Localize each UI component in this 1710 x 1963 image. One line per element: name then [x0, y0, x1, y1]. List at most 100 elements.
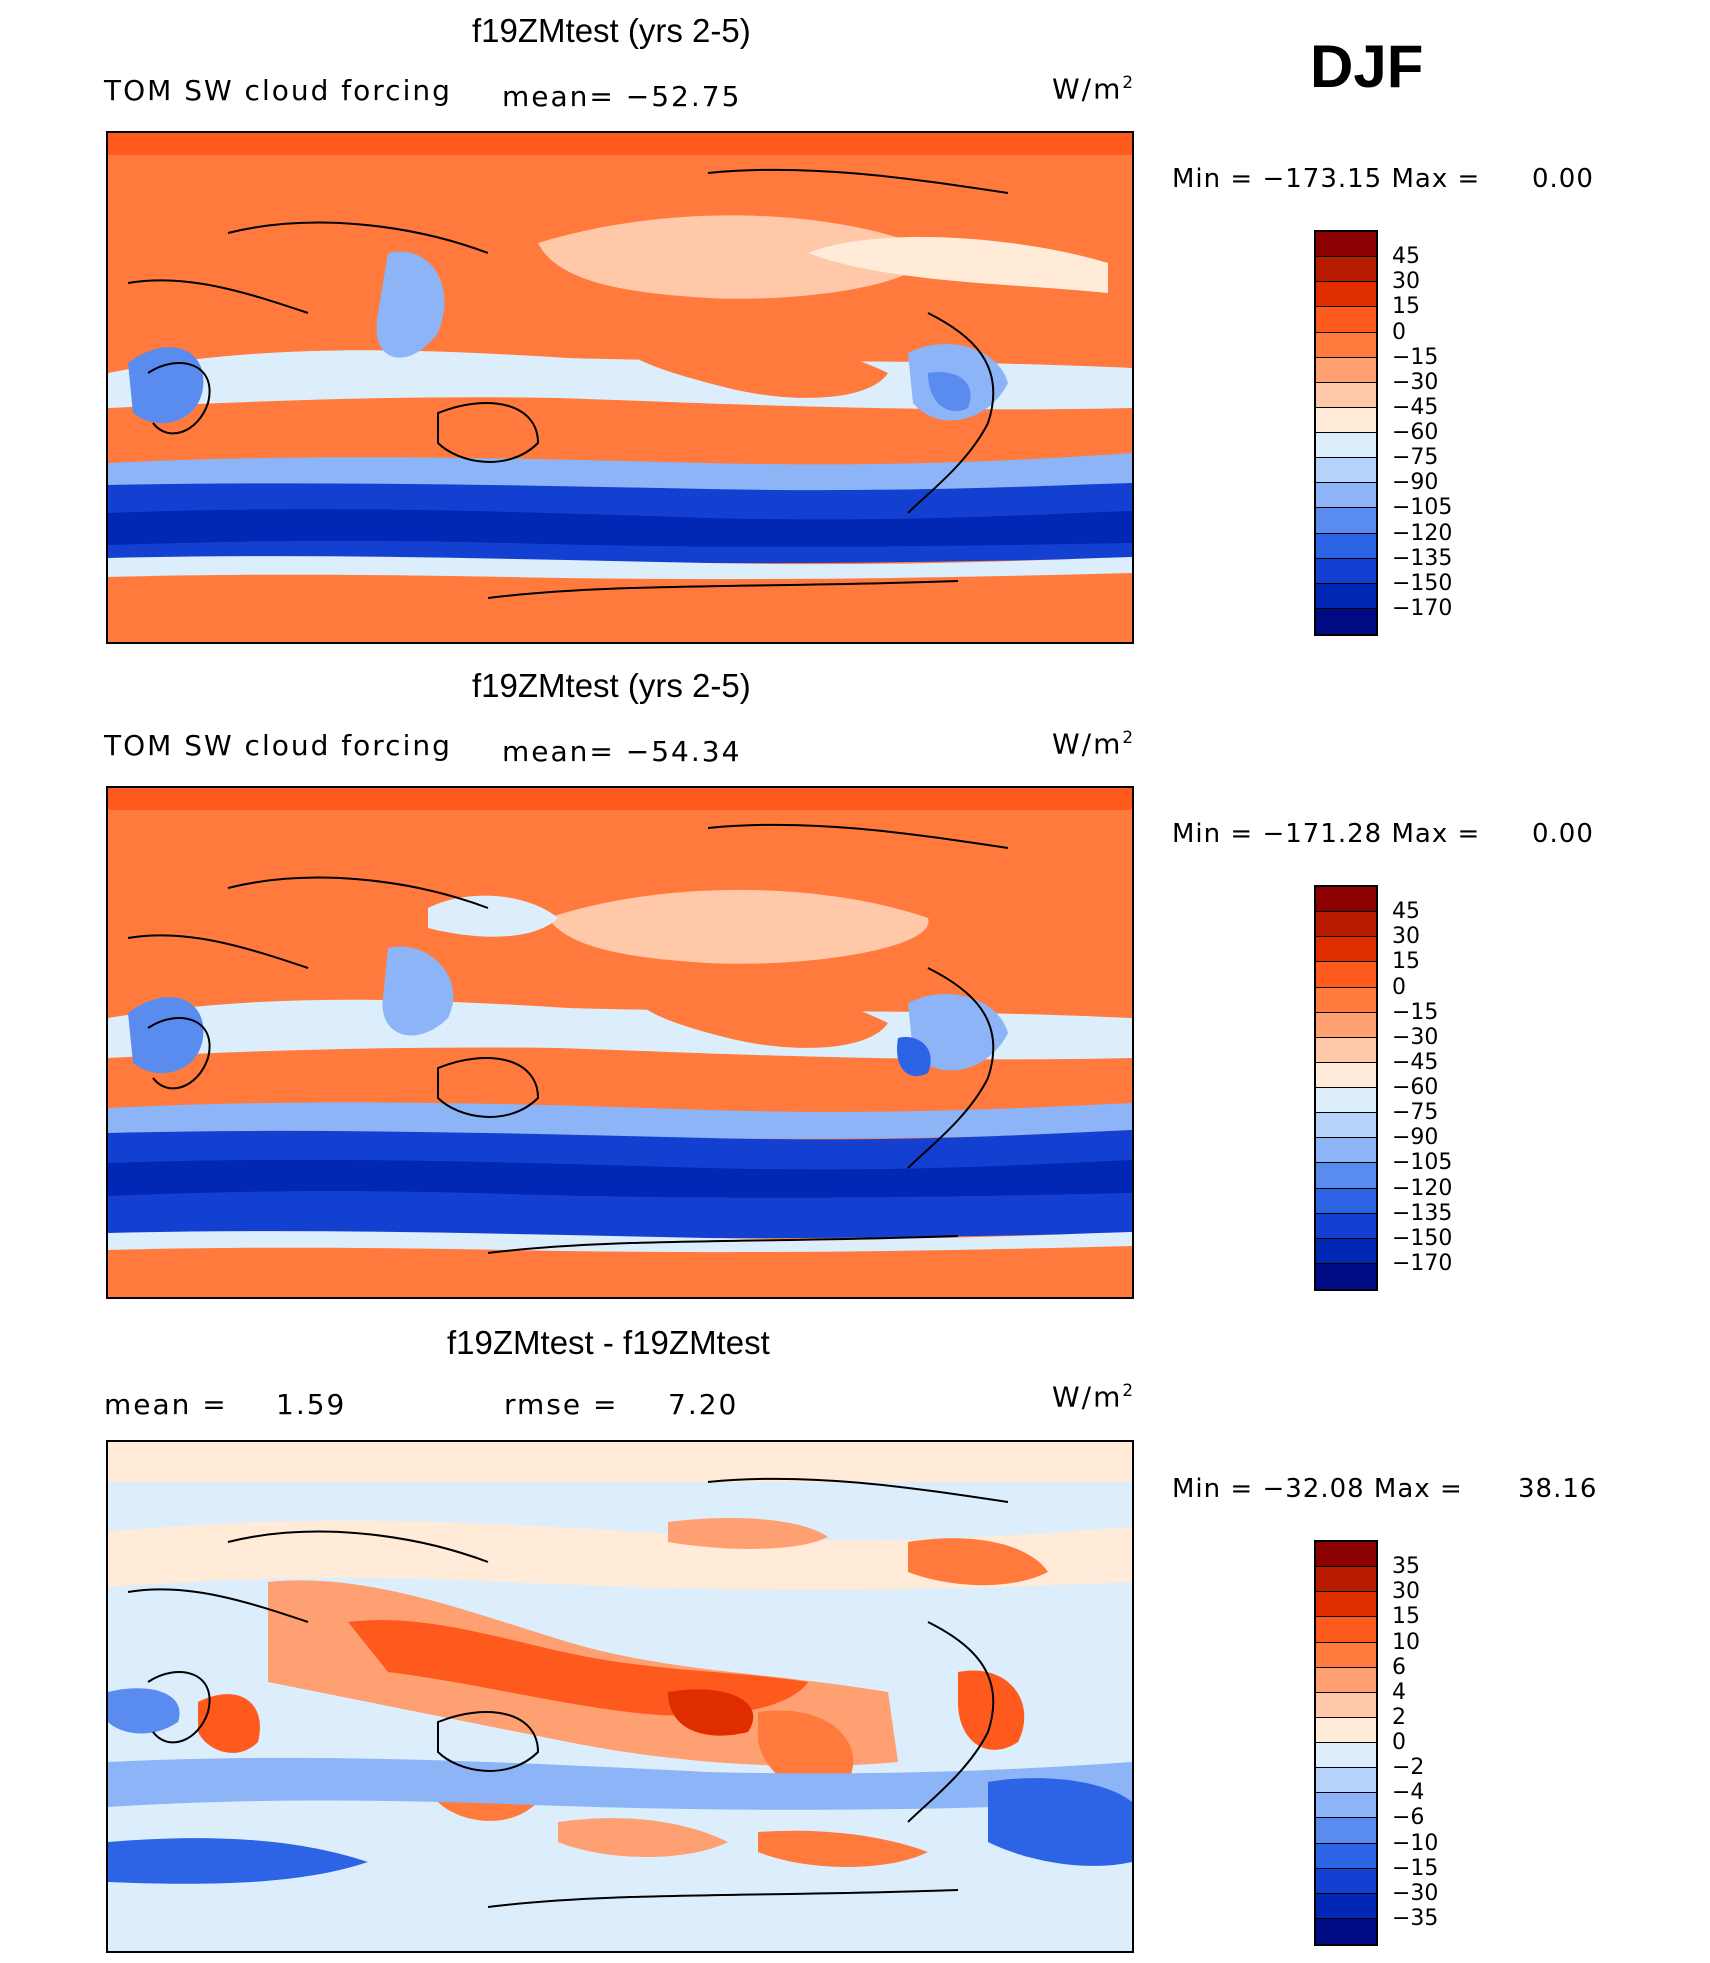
colorbar-tick-label: −150 — [1392, 1225, 1453, 1251]
colorbar-cell — [1316, 1263, 1376, 1289]
panel2-colorbar — [1314, 885, 1378, 1291]
colorbar-tick-label: 35 — [1392, 1554, 1420, 1580]
colorbar-tick-label: −60 — [1392, 420, 1439, 445]
colorbar-cell — [1316, 1793, 1376, 1819]
colorbar-tick-label: 30 — [1392, 1579, 1420, 1605]
panel1-colorbar — [1314, 230, 1378, 636]
colorbar-tick-label: −170 — [1392, 1250, 1453, 1276]
panel1-map — [106, 131, 1134, 644]
colorbar-cell — [1316, 987, 1376, 1013]
colorbar-cell — [1316, 458, 1376, 484]
colorbar-cell — [1316, 1062, 1376, 1088]
panel3-mean-label: mean = — [104, 1388, 228, 1421]
colorbar-tick-label: −30 — [1392, 369, 1439, 395]
colorbar-cell — [1316, 558, 1376, 584]
colorbar-tick-label: −2 — [1392, 1755, 1425, 1781]
colorbar-tick-label: −45 — [1392, 1049, 1439, 1075]
colorbar-cell — [1316, 1012, 1376, 1038]
colorbar-cell — [1316, 1717, 1376, 1743]
colorbar-tick-label: −35 — [1392, 1905, 1439, 1931]
colorbar-cell — [1316, 912, 1376, 938]
colorbar-cell — [1316, 1188, 1376, 1214]
panel2-units: W/m2 — [1052, 727, 1136, 761]
colorbar-tick-label: −30 — [1392, 1024, 1439, 1050]
colorbar-tick-label: 45 — [1392, 899, 1420, 925]
panel2-map-svg — [108, 788, 1132, 1297]
colorbar-tick-label: −135 — [1392, 1200, 1453, 1226]
panel1-variable-label: TOM SW cloud forcing — [104, 74, 452, 107]
colorbar-tick-label: −15 — [1392, 344, 1439, 370]
panel1-mean-label: mean= −52.75 — [502, 80, 742, 113]
colorbar-tick-label: −105 — [1392, 1150, 1453, 1176]
panel2-map — [106, 786, 1134, 1299]
panel3-units: W/m2 — [1052, 1380, 1136, 1414]
colorbar-cell — [1316, 1642, 1376, 1668]
colorbar-cell — [1316, 1818, 1376, 1844]
colorbar-tick-label: −120 — [1392, 520, 1453, 546]
panel2-variable-label: TOM SW cloud forcing — [104, 729, 452, 762]
colorbar-cell — [1316, 887, 1376, 913]
colorbar-tick-label: −75 — [1392, 1100, 1439, 1126]
panel3-rmse-label: rmse = — [504, 1388, 619, 1421]
panel2-max-value: 0.00 — [1532, 819, 1594, 849]
colorbar-tick-label: −90 — [1392, 1125, 1439, 1151]
colorbar-tick-label: −15 — [1392, 999, 1439, 1025]
colorbar-tick-label: −60 — [1392, 1075, 1439, 1100]
panel2-min-max: Min = −171.28 Max = — [1172, 819, 1481, 849]
colorbar-tick-label: 30 — [1392, 924, 1420, 950]
colorbar-cell — [1316, 1918, 1376, 1944]
colorbar-cell — [1316, 1743, 1376, 1769]
panel3-max-value: 38.16 — [1518, 1474, 1598, 1504]
colorbar-tick-label: −6 — [1392, 1805, 1425, 1831]
colorbar-cell — [1316, 1868, 1376, 1894]
colorbar-tick-label: −30 — [1392, 1880, 1439, 1906]
panel2-title: f19ZMtest (yrs 2-5) — [472, 667, 751, 704]
colorbar-cell — [1316, 282, 1376, 308]
colorbar-tick-label: −75 — [1392, 445, 1439, 471]
colorbar-tick-label: 45 — [1392, 244, 1420, 270]
colorbar-tick-label: 10 — [1392, 1629, 1420, 1655]
colorbar-cell — [1316, 1692, 1376, 1718]
colorbar-cell — [1316, 1037, 1376, 1063]
season-label: DJF — [1310, 33, 1424, 100]
colorbar-tick-label: 4 — [1392, 1679, 1406, 1705]
colorbar-cell — [1316, 583, 1376, 609]
colorbar-cell — [1316, 1617, 1376, 1643]
panel3-colorbar — [1314, 1540, 1378, 1946]
colorbar-cell — [1316, 962, 1376, 988]
colorbar-cell — [1316, 937, 1376, 963]
colorbar-tick-label: −15 — [1392, 1855, 1439, 1881]
colorbar-tick-label: −170 — [1392, 595, 1453, 621]
colorbar-tick-label: 0 — [1392, 1730, 1406, 1755]
colorbar-cell — [1316, 1238, 1376, 1264]
colorbar-cell — [1316, 232, 1376, 258]
colorbar-tick-label: 15 — [1392, 949, 1420, 975]
panel1-map-svg — [108, 133, 1132, 642]
colorbar-tick-label: 15 — [1392, 1604, 1420, 1630]
colorbar-cell — [1316, 608, 1376, 634]
colorbar-cell — [1316, 1667, 1376, 1693]
colorbar-cell — [1316, 1088, 1376, 1114]
colorbar-tick-label: 30 — [1392, 269, 1420, 295]
colorbar-cell — [1316, 1542, 1376, 1568]
panel1-max-value: 0.00 — [1532, 164, 1594, 194]
colorbar-cell — [1316, 483, 1376, 509]
colorbar-cell — [1316, 1163, 1376, 1189]
panel1-units: W/m2 — [1052, 72, 1136, 106]
panel3-map-svg — [108, 1442, 1132, 1951]
colorbar-tick-label: −120 — [1392, 1175, 1453, 1201]
colorbar-cell — [1316, 433, 1376, 459]
colorbar-tick-label: −10 — [1392, 1830, 1439, 1856]
colorbar-tick-label: 0 — [1392, 974, 1406, 1000]
panel2-mean-label: mean= −54.34 — [502, 735, 742, 768]
colorbar-cell — [1316, 1213, 1376, 1239]
colorbar-tick-label: −90 — [1392, 470, 1439, 496]
colorbar-tick-label: 0 — [1392, 319, 1406, 345]
colorbar-cell — [1316, 1768, 1376, 1794]
colorbar-cell — [1316, 1592, 1376, 1618]
colorbar-cell — [1316, 407, 1376, 433]
colorbar-tick-label: −4 — [1392, 1780, 1425, 1806]
panel3-map — [106, 1440, 1134, 1953]
colorbar-tick-label: −150 — [1392, 570, 1453, 596]
colorbar-cell — [1316, 1113, 1376, 1139]
